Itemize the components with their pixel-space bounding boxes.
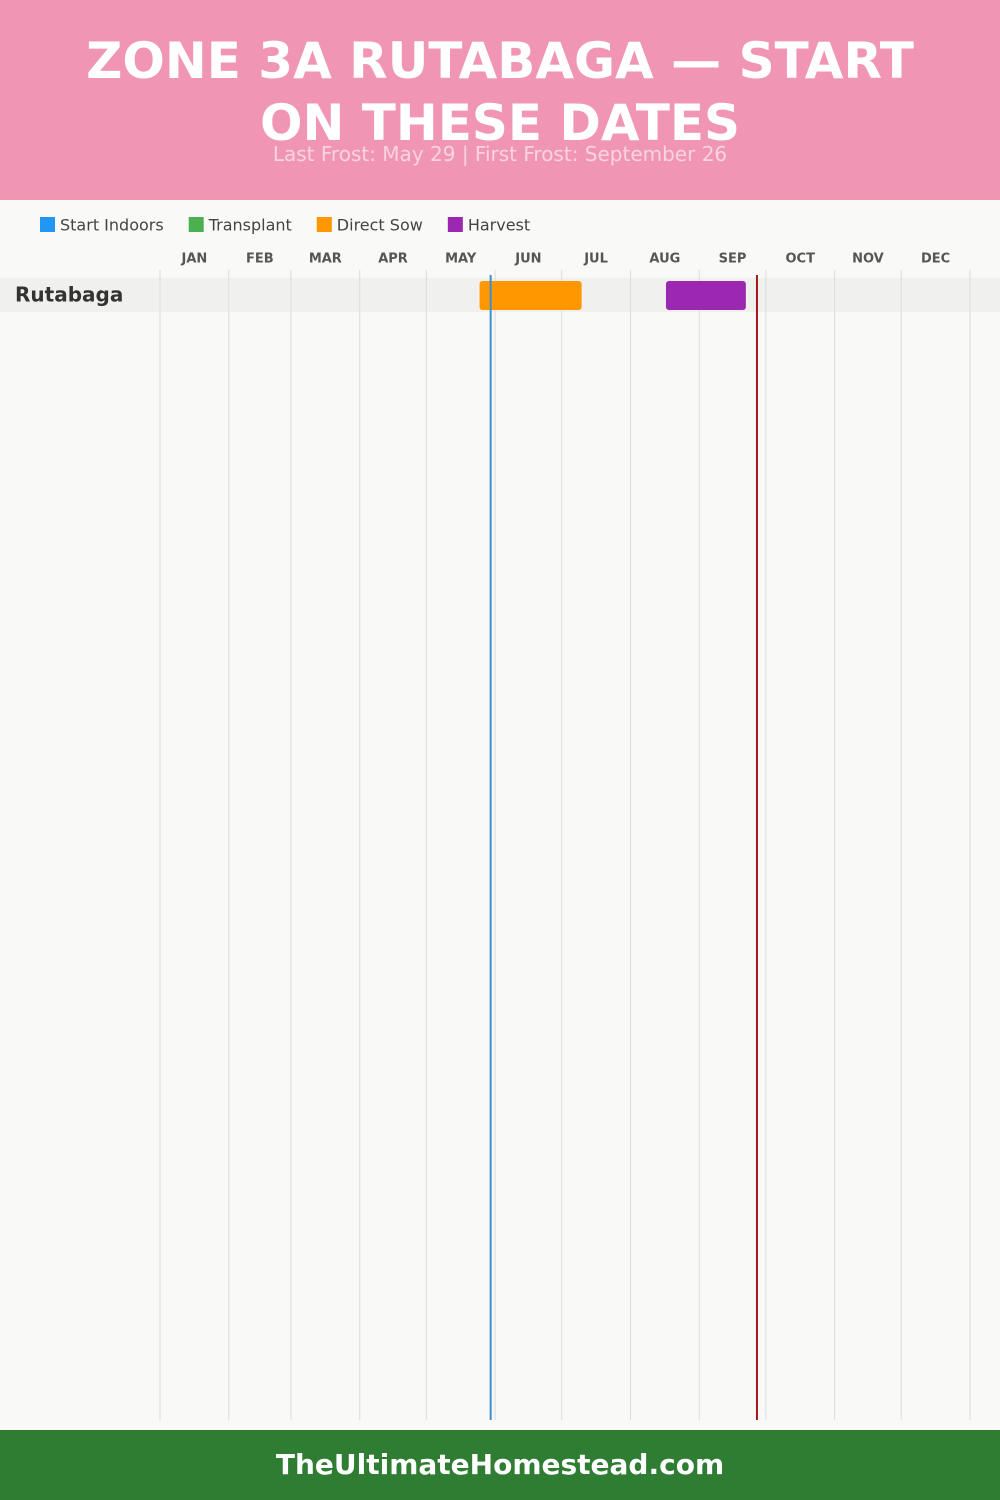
x-tick-label: NOV [852,252,884,267]
x-tick-label: MAY [445,252,477,267]
chart: Start Indoors Transplant Direct Sow Harvest… [0,216,1000,1420]
legend-swatch [316,217,332,232]
bar [665,281,746,310]
x-tick-label: JAN [181,252,208,267]
x-tick-label: SEP [719,252,747,267]
x-tick-label: JUN [514,252,541,267]
legend-label: Direct Sow [337,216,423,235]
x-tick-label: APR [378,252,408,267]
legend-label: Transplant [208,216,292,235]
x-tick-label: MAR [309,252,342,267]
x-tick-label: FEB [246,252,274,267]
x-tick-label: OCT [785,252,815,267]
row-label: Rutabaga [15,283,123,307]
legend-swatch [188,217,204,232]
x-tick-label: AUG [649,252,680,267]
x-tick-label: JUL [583,252,608,267]
legend-label: Harvest [468,216,530,235]
bar [479,281,582,310]
chart-title: ZONE 3A RUTABAGA — START ON THESE DATES [86,32,914,152]
x-tick-label: DEC [921,252,950,267]
legend-label: Start Indoors [60,216,164,235]
footer: TheUltimateHomestead.com [0,1430,1000,1500]
header: ZONE 3A RUTABAGA — START ON THESE DATES … [0,0,1000,200]
legend-swatch [40,217,55,232]
chart-subtitle: Last Frost: May 29 | First Frost: Septem… [272,142,728,166]
legend-swatch [447,217,463,232]
